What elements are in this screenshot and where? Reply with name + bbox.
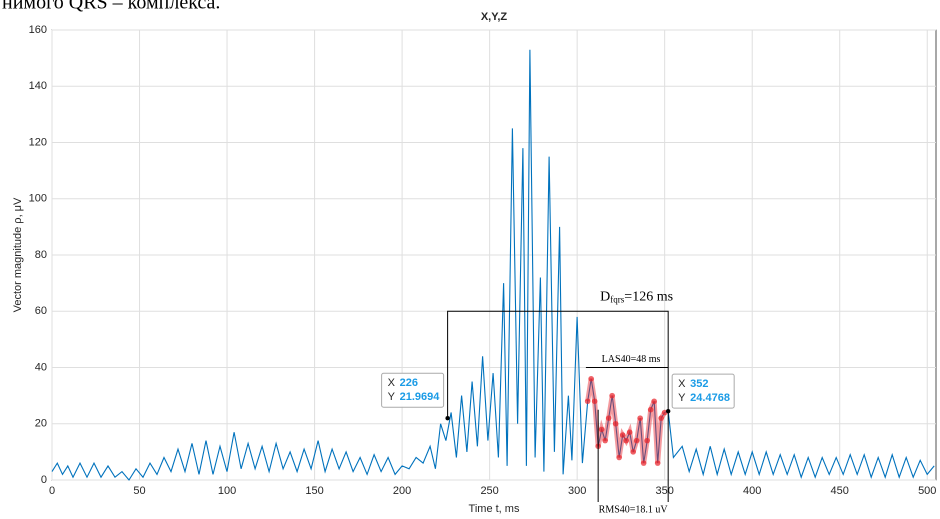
x-tick-label: 400 [743, 485, 761, 497]
highlight-point [588, 375, 594, 382]
highlight-point [630, 449, 636, 455]
y-tick-label: 40 [35, 361, 47, 373]
highlight-point [651, 398, 657, 405]
dfqrs-box [447, 310, 669, 419]
chart-title: X,Y,Z [481, 11, 508, 23]
las-label: LAS40=48 ms [602, 354, 661, 365]
dfqrs-main: D [600, 289, 610, 304]
highlight-point [644, 437, 650, 444]
x-tick-label: 250 [480, 485, 498, 497]
highlight-point [637, 415, 643, 421]
y-tick-label: 0 [41, 474, 47, 486]
dfqrs-rest: =126 ms [624, 289, 673, 304]
x-tick-label: 300 [568, 485, 586, 497]
caption: нимого QRS – комплекса. [2, 0, 220, 14]
y-tick-label: 60 [35, 305, 47, 317]
x-tick-label: 500 [918, 485, 936, 497]
x-tick-label: 450 [831, 485, 849, 497]
highlight-point [598, 426, 605, 433]
highlight-point [647, 406, 654, 413]
highlight-point [584, 398, 591, 405]
highlight-point [633, 437, 640, 444]
x-tick-label: 150 [305, 485, 323, 497]
datatip-y-value: 21.9694 [400, 391, 441, 403]
datatip-x-value: 352 [690, 378, 708, 390]
datatip-box [671, 373, 735, 409]
highlight-point [640, 460, 647, 466]
highlight-point [612, 420, 619, 427]
highlight-point [626, 429, 633, 435]
y-tick-label: 160 [29, 24, 47, 36]
y-axis-label: Vector magnitude ρ, μV [12, 197, 24, 312]
rms-label: RMS40=18.1 uV [599, 504, 669, 515]
data-line [51, 49, 935, 481]
datatip-box [381, 372, 445, 408]
x-tick-label: 0 [49, 485, 55, 497]
dfqrs-sub: fqrs [610, 294, 624, 304]
x-tick-label: 100 [218, 485, 236, 497]
y-tick-label: 80 [35, 249, 47, 261]
datatip-x-value: 226 [400, 377, 418, 389]
datatip-x-label: X [678, 378, 686, 390]
x-tick-label: 50 [133, 485, 145, 497]
rms-box [597, 409, 669, 502]
x-tick-label: 200 [393, 485, 411, 497]
highlight-point [591, 398, 598, 405]
datatip-x-label: X [388, 377, 396, 389]
highlight-point [605, 415, 612, 421]
y-tick-label: 20 [35, 418, 47, 430]
highlight-point [623, 437, 629, 444]
datatip-y-label: Y [678, 392, 686, 404]
highlight-point [654, 460, 661, 466]
highlight-point [616, 454, 622, 461]
highlight-point [609, 392, 615, 399]
dfqrs-label: Dfqrs=126 ms [600, 289, 673, 304]
datatip-point [445, 416, 450, 421]
datatip-y-label: Y [388, 391, 396, 403]
x-tick-label: 350 [655, 485, 673, 497]
datatip-y-value: 24.4768 [690, 392, 730, 404]
highlight-point [602, 437, 608, 444]
y-tick-label: 140 [29, 80, 47, 92]
highlight-point [658, 415, 664, 421]
highlight-point [619, 432, 626, 438]
x-axis-label: Time t, ms [469, 503, 520, 515]
y-tick-label: 120 [29, 136, 47, 148]
datatip-point [665, 408, 671, 414]
y-tick-label: 100 [29, 193, 47, 205]
